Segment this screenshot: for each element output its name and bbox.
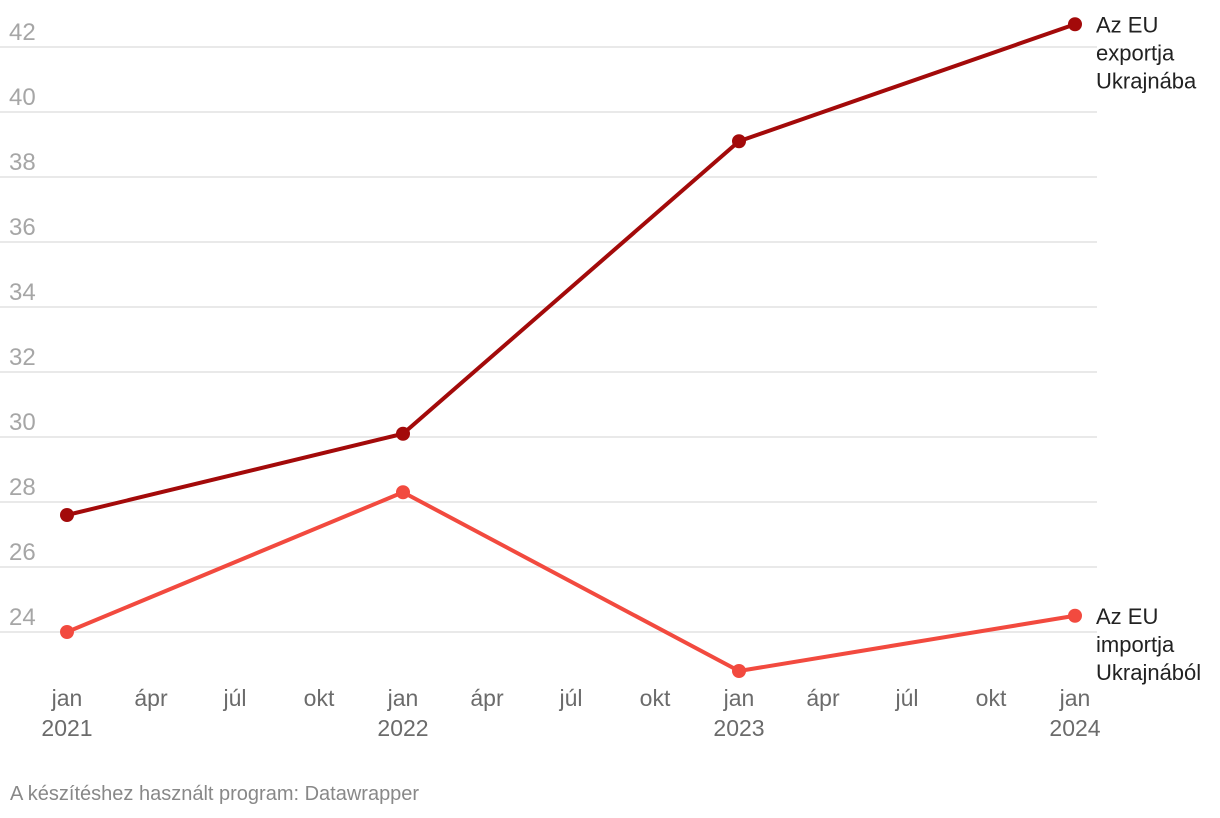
x-tick-label: júl <box>558 685 582 711</box>
x-tick-label: okt <box>976 685 1007 711</box>
data-point <box>60 625 74 639</box>
y-tick-label: 32 <box>9 344 36 371</box>
data-point <box>732 134 746 149</box>
x-tick-label: jan <box>1059 685 1091 711</box>
series-layer <box>60 17 1082 678</box>
series-line-export <box>66 22 1076 517</box>
data-point <box>732 664 746 678</box>
data-point <box>1068 17 1082 32</box>
series-line-import <box>66 490 1076 673</box>
x-axis-ticks: jan 2021 ápr júl okt jan 2022 ápr júl okt jan 2023 á… <box>41 685 1100 741</box>
x-tick-label: jan <box>723 685 755 711</box>
x-tick-label: okt <box>640 685 671 711</box>
data-point <box>396 485 410 500</box>
x-tick-label: ápr <box>470 685 504 711</box>
series-label-export: Az EU exportja Ukrajnába <box>1096 12 1197 93</box>
x-tick-label: ápr <box>806 685 840 711</box>
y-tick-label: 28 <box>9 474 36 501</box>
data-point <box>1068 608 1082 623</box>
x-tick-label: júl <box>894 685 918 711</box>
x-tick-year-label: 2024 <box>1049 715 1100 741</box>
y-tick-label: 34 <box>9 279 36 306</box>
footer-credit: A készítéshez használt program: Datawrap… <box>10 783 420 805</box>
y-tick-label: 24 <box>9 604 36 631</box>
x-tick-label: okt <box>304 685 335 711</box>
y-tick-label: 30 <box>9 409 36 436</box>
x-tick-label: júl <box>222 685 246 711</box>
x-tick-year-label: 2022 <box>377 715 428 741</box>
y-tick-label: 38 <box>9 149 36 176</box>
x-tick-label: jan <box>387 685 419 711</box>
x-tick-year-label: 2023 <box>713 715 764 741</box>
y-tick-label: 42 <box>9 19 36 46</box>
y-tick-label: 26 <box>9 539 36 566</box>
series-label-import: Az EU importja Ukrajnából <box>1096 604 1201 685</box>
y-axis-ticks: 24 26 28 30 32 34 36 38 40 42 <box>9 19 36 631</box>
gridlines <box>0 46 1097 633</box>
x-tick-year-label: 2021 <box>41 715 92 741</box>
y-tick-label: 40 <box>9 84 36 111</box>
y-tick-label: 36 <box>9 214 36 241</box>
series-labels: Az EU exportja Ukrajnába Az EU importja Ukraj… <box>1096 12 1201 685</box>
data-point <box>60 508 74 522</box>
data-point <box>396 426 410 441</box>
x-tick-label: jan <box>51 685 83 711</box>
x-tick-label: ápr <box>134 685 168 711</box>
